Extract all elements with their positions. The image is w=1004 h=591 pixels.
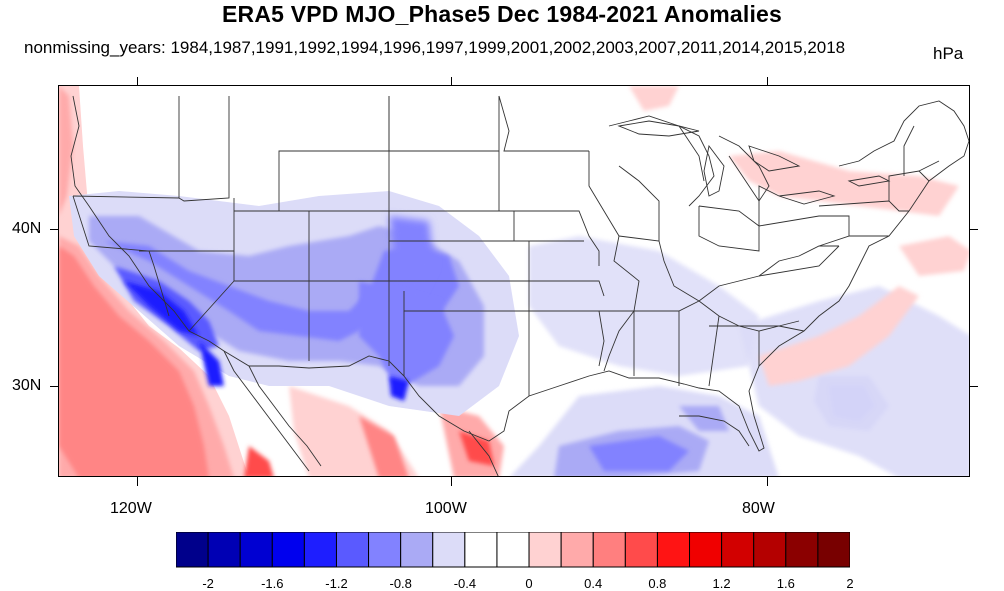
colorbar-swatch [624, 531, 658, 568]
colorbar-tick-label: 1.2 [712, 576, 731, 591]
lon-tick-120w-top [137, 77, 138, 85]
colorbar-tick-label: -2 [202, 576, 214, 591]
mexico-coastline [223, 350, 750, 476]
colorbar-swatch [528, 531, 562, 568]
colorbar-swatch [400, 531, 434, 568]
colorbar-swatch [592, 531, 626, 568]
colorbar-swatch [464, 531, 498, 568]
colorbar-swatch [656, 531, 691, 568]
lon-label-120w: 120W [110, 500, 152, 517]
colorbar-swatches [175, 531, 851, 568]
lon-tick-80w [767, 477, 768, 486]
lat-tick-40n-right [970, 229, 978, 230]
colorbar-swatch [721, 531, 755, 568]
colorbar-swatch [689, 531, 723, 568]
colorbar-tick-label: 0.8 [648, 576, 667, 591]
colorbar-swatch [335, 531, 370, 568]
anomaly-map-canvas [59, 86, 969, 476]
northeast-positive-anomaly [629, 86, 969, 386]
colorbar-swatch [496, 531, 530, 568]
lon-tick-100w [451, 477, 452, 486]
colorbar-tick-label: 2 [846, 576, 854, 591]
colorbar-tick-label: 1.6 [776, 576, 795, 591]
lon-label-100w: 100W [425, 500, 467, 517]
colorbar-swatch [817, 531, 851, 568]
colorbar-swatch [239, 531, 273, 568]
units-label: hPa [933, 44, 964, 63]
colorbar-swatch [368, 531, 402, 568]
colorbar-tick-label: -1.6 [261, 576, 284, 591]
chart-subtitle: nonmissing_years: 1984,1987,1991,1992,19… [24, 38, 846, 57]
colorbar-swatch [432, 531, 466, 568]
colorbar-swatch [175, 531, 209, 568]
lon-tick-80w-top [767, 77, 768, 85]
colorbar-swatch [785, 531, 819, 568]
lat-tick-30n-right [970, 386, 978, 387]
colorbar-tick-label: -0.4 [453, 576, 477, 591]
colorbar-swatch [753, 531, 787, 568]
pacific-positive-anomaly [59, 86, 274, 476]
lat-label-40n: 40N [12, 220, 42, 237]
lat-tick-40n [50, 229, 58, 230]
chart-title: ERA5 VPD MJO_Phase5 Dec 1984-2021 Anomal… [221, 1, 783, 27]
anomaly-map [58, 85, 970, 477]
colorbar-swatch [560, 531, 594, 568]
colorbar [175, 531, 851, 573]
gulf-negative-anomaly [510, 236, 969, 476]
colorbar-tick-label: -0.8 [389, 576, 412, 591]
colorbar-swatch [303, 531, 337, 568]
great-lakes [617, 120, 891, 205]
colorbar-tick-label: -1.2 [325, 576, 348, 591]
lat-tick-30n [50, 386, 58, 387]
lat-label-30n: 30N [12, 377, 42, 394]
lon-tick-120w [137, 477, 138, 486]
colorbar-tick-label: 0 [525, 576, 533, 591]
lon-label-80w: 80W [742, 500, 775, 517]
southwest-negative-anomaly [69, 191, 519, 416]
state-boundaries [70, 95, 969, 452]
colorbar-tick-label: 0.4 [584, 576, 603, 591]
colorbar-swatch [207, 531, 241, 568]
lon-tick-100w-top [451, 77, 452, 85]
colorbar-swatch [271, 531, 305, 568]
